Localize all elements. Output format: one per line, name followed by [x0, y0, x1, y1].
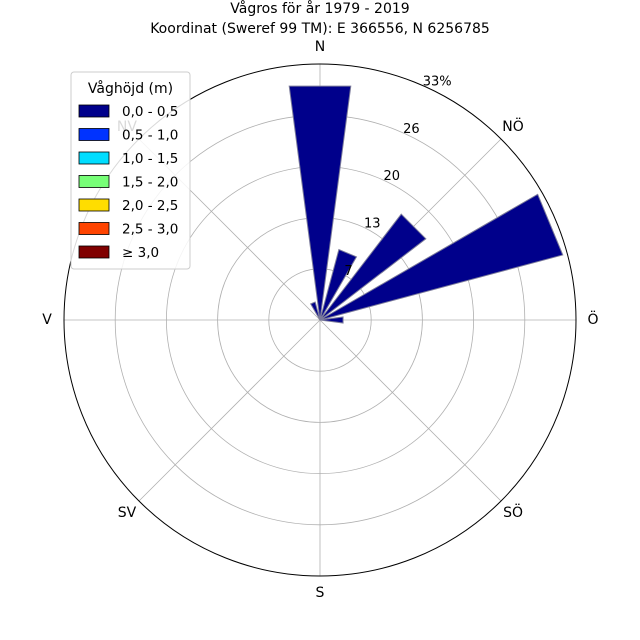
rose-bar [309, 301, 321, 321]
legend: Våghöjd (m) 0,0 - 0,5 0,5 - 1,0 1,0 - 1,5 1,… [70, 71, 191, 270]
legend-swatch [78, 175, 110, 188]
rose-bar [319, 248, 358, 321]
legend-label: 2,5 - 3,0 [122, 222, 178, 238]
legend-swatch [78, 128, 110, 141]
legend-swatch [78, 245, 110, 259]
rose-bar [319, 193, 564, 321]
legend-label: 0,5 - 1,0 [122, 128, 178, 144]
direction-label: Ö [587, 310, 598, 328]
grid-spoke [319, 319, 502, 502]
legend-swatch [78, 222, 110, 235]
radial-tick-label: 26 [403, 122, 420, 137]
legend-label: 2,0 - 2,5 [122, 198, 178, 214]
rose-bar [288, 85, 352, 321]
chart-title: Vågros för år 1979 - 2019 [230, 0, 409, 17]
legend-label: 0,0 - 0,5 [122, 104, 178, 120]
grid-spoke [138, 319, 321, 502]
chart-subtitle: Koordinat (Sweref 99 TM): E 366556, N 62… [150, 21, 490, 37]
legend-label: ≥ 3,0 [122, 245, 159, 261]
legend-swatch [78, 198, 110, 212]
rose-bar [319, 316, 344, 324]
radial-tick-label: 33% [423, 75, 452, 90]
legend-title: Våghöjd (m) [88, 80, 173, 97]
direction-label: S [316, 585, 325, 601]
direction-label: SÖ [503, 503, 523, 521]
legend-box [70, 71, 191, 270]
direction-label: NÖ [502, 117, 524, 135]
radial-tick-label: 13 [364, 217, 381, 232]
direction-label: N [315, 39, 325, 55]
polar-axis: NNÖÖSÖSSVVNV713202633% [42, 39, 598, 601]
radial-tick-label: 7 [344, 264, 352, 279]
radial-tick-label: 20 [384, 169, 401, 184]
legend-label: 1,5 - 2,0 [122, 175, 178, 191]
polar-frame [63, 63, 577, 577]
legend-label: 1,0 - 1,5 [122, 151, 178, 167]
direction-label: SV [118, 505, 137, 521]
rose-bars [288, 85, 564, 324]
legend-swatch [78, 151, 110, 165]
direction-label: V [42, 312, 52, 328]
rose-bar [319, 213, 427, 321]
legend-swatch [78, 104, 110, 118]
